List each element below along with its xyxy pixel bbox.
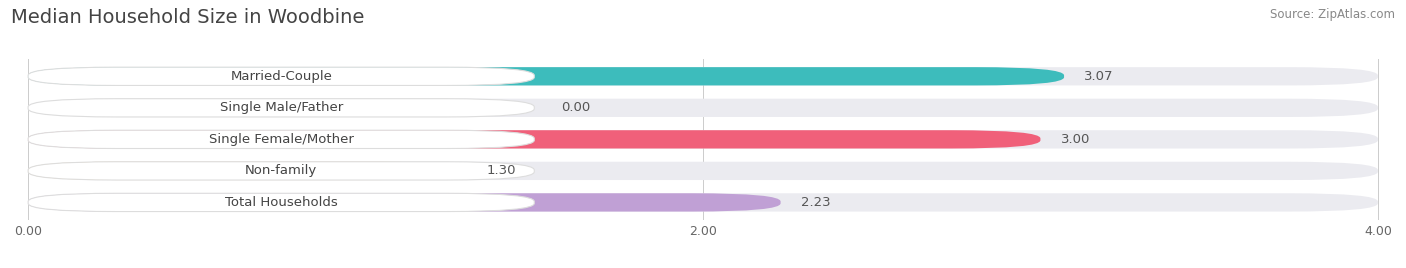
- FancyBboxPatch shape: [28, 130, 1040, 148]
- FancyBboxPatch shape: [28, 99, 534, 117]
- Text: Single Female/Mother: Single Female/Mother: [208, 133, 354, 146]
- Text: Median Household Size in Woodbine: Median Household Size in Woodbine: [11, 8, 364, 27]
- Text: Non-family: Non-family: [245, 164, 318, 177]
- Text: 0.00: 0.00: [561, 101, 591, 114]
- FancyBboxPatch shape: [28, 193, 534, 211]
- FancyBboxPatch shape: [28, 162, 534, 180]
- FancyBboxPatch shape: [28, 130, 1378, 148]
- Text: Married-Couple: Married-Couple: [231, 70, 332, 83]
- FancyBboxPatch shape: [28, 162, 467, 180]
- Text: Single Male/Father: Single Male/Father: [219, 101, 343, 114]
- FancyBboxPatch shape: [28, 67, 534, 85]
- FancyBboxPatch shape: [28, 130, 534, 148]
- FancyBboxPatch shape: [28, 193, 780, 211]
- Text: Total Households: Total Households: [225, 196, 337, 209]
- FancyBboxPatch shape: [28, 162, 1378, 180]
- Text: 1.30: 1.30: [486, 164, 516, 177]
- Text: 2.23: 2.23: [801, 196, 831, 209]
- Text: 3.00: 3.00: [1060, 133, 1090, 146]
- Text: Source: ZipAtlas.com: Source: ZipAtlas.com: [1270, 8, 1395, 21]
- FancyBboxPatch shape: [28, 99, 1378, 117]
- FancyBboxPatch shape: [28, 67, 1064, 85]
- FancyBboxPatch shape: [28, 193, 1378, 211]
- Text: 3.07: 3.07: [1084, 70, 1114, 83]
- FancyBboxPatch shape: [28, 67, 1378, 85]
